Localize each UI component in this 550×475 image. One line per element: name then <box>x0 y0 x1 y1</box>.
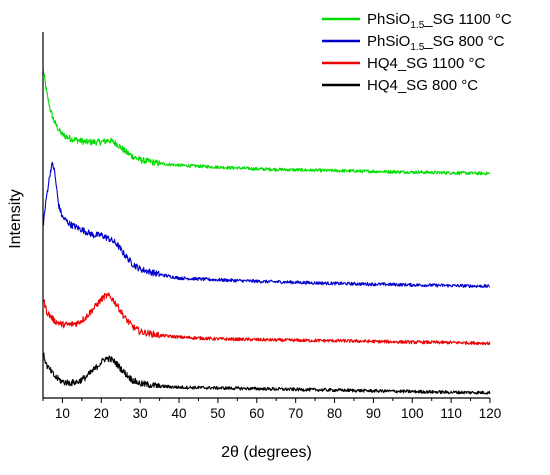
x-tick-label-90: 90 <box>366 406 381 421</box>
x-tick-label-100: 100 <box>401 406 424 421</box>
x-ticks: 10 20 30 40 50 60 70 80 90 100 110 120 <box>42 398 502 421</box>
x-tick-label-30: 30 <box>133 406 148 421</box>
legend-label-0: PhSiO1.5_SG 1100 °C <box>367 11 512 31</box>
x-tick-label-10: 10 <box>55 406 70 421</box>
series-layer <box>42 67 491 395</box>
x-tick-label-80: 80 <box>327 406 342 421</box>
legend-label-3: HQ4_SG 800 °C <box>367 77 478 94</box>
series-line-0 <box>42 67 491 176</box>
legend-label-2: HQ4_SG 1100 °C <box>367 55 485 72</box>
legend-label-1: PhSiO1.5_SG 800 °C <box>367 33 505 53</box>
y-axis-title: Intensity <box>7 189 24 249</box>
x-tick-label-20: 20 <box>94 406 109 421</box>
series-line-1 <box>42 161 490 289</box>
x-tick-label-70: 70 <box>288 406 303 421</box>
x-tick-label-50: 50 <box>210 406 225 421</box>
x-tick-label-60: 60 <box>249 406 264 421</box>
x-axis-title: 2θ (degrees) <box>221 444 312 461</box>
x-tick-label-40: 40 <box>172 406 187 421</box>
series-line-3 <box>42 352 491 395</box>
x-tick-label-120: 120 <box>479 406 502 421</box>
x-tick-label-110: 110 <box>440 406 462 421</box>
series-line-2 <box>42 292 491 346</box>
